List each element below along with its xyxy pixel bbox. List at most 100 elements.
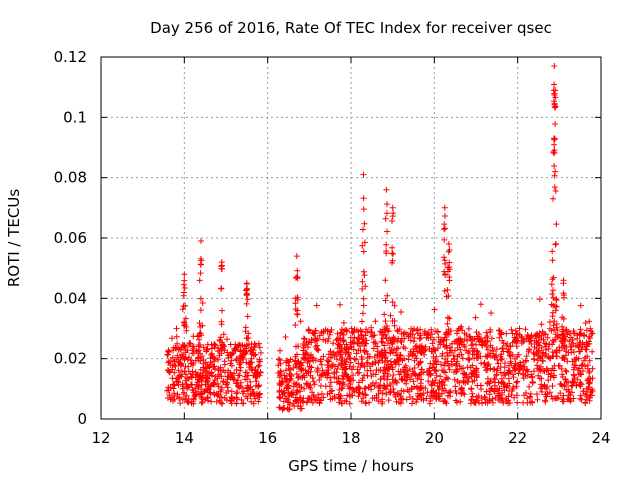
data-point <box>329 387 335 394</box>
data-point <box>377 387 384 394</box>
data-point <box>339 372 346 379</box>
data-point <box>549 309 556 316</box>
x-tick-label: 12 <box>91 429 110 447</box>
data-point <box>494 357 501 363</box>
data-point <box>372 339 379 346</box>
data-point <box>229 350 236 357</box>
data-point <box>304 344 311 351</box>
data-point <box>557 390 564 397</box>
data-point <box>384 292 391 299</box>
data-point <box>473 329 480 336</box>
data-point <box>432 357 439 364</box>
data-point <box>403 380 410 387</box>
data-point <box>197 350 204 357</box>
data-point <box>243 393 249 400</box>
data-point <box>335 378 342 385</box>
data-point <box>458 365 465 372</box>
data-point <box>301 385 308 392</box>
data-point <box>308 339 315 346</box>
data-point <box>475 336 482 343</box>
y-tick-label: 0.1 <box>63 108 87 126</box>
data-point <box>586 357 593 364</box>
data-point <box>558 381 564 388</box>
data-point <box>588 330 595 337</box>
data-point <box>396 371 403 378</box>
data-point <box>248 366 255 372</box>
data-point <box>552 87 559 94</box>
data-point <box>228 357 235 364</box>
data-point <box>420 390 427 397</box>
data-point <box>392 377 399 384</box>
data-point <box>309 329 316 336</box>
data-point <box>451 338 458 345</box>
data-point <box>509 330 516 337</box>
data-point <box>506 349 513 356</box>
data-point <box>451 376 458 383</box>
data-point <box>397 337 404 344</box>
data-point <box>257 349 264 356</box>
data-point <box>197 341 204 348</box>
data-point <box>319 371 326 378</box>
data-point <box>551 98 557 105</box>
data-point <box>360 310 366 317</box>
data-point <box>529 378 536 385</box>
data-point <box>241 343 248 350</box>
data-point <box>363 400 369 407</box>
data-point <box>550 135 557 142</box>
data-point <box>584 365 591 372</box>
data-point <box>382 367 389 374</box>
data-point <box>505 393 512 400</box>
data-point <box>487 328 494 335</box>
data-point <box>300 335 307 342</box>
data-point <box>445 362 452 369</box>
data-point <box>277 371 284 377</box>
data-point <box>484 333 491 340</box>
data-point <box>368 329 375 336</box>
data-point <box>498 380 505 387</box>
data-point <box>296 394 303 401</box>
data-point <box>181 322 188 329</box>
data-point <box>215 391 222 398</box>
data-point <box>389 364 396 371</box>
data-point <box>481 359 488 366</box>
data-point <box>251 392 258 399</box>
data-point <box>441 288 448 294</box>
data-point <box>410 378 417 385</box>
data-point <box>316 332 323 339</box>
data-point <box>313 302 320 309</box>
data-point <box>392 391 398 398</box>
data-point <box>247 391 254 398</box>
data-point <box>208 398 215 405</box>
data-point <box>383 391 390 398</box>
data-point <box>396 361 402 368</box>
data-point <box>529 373 536 380</box>
data-point <box>424 332 431 339</box>
data-point <box>389 204 396 211</box>
data-point <box>499 378 505 385</box>
data-point <box>210 379 217 386</box>
data-point <box>387 358 394 365</box>
data-point <box>197 323 204 330</box>
data-point <box>398 375 405 382</box>
data-point <box>473 374 480 381</box>
data-point <box>541 383 548 390</box>
data-point <box>491 375 498 382</box>
data-point <box>586 369 593 376</box>
data-point <box>239 354 246 361</box>
data-point <box>389 218 395 224</box>
data-point <box>177 373 184 380</box>
data-point <box>314 336 321 342</box>
data-point <box>275 362 282 369</box>
data-point <box>446 274 453 280</box>
data-point <box>393 398 400 405</box>
data-point <box>373 367 380 373</box>
data-point <box>252 342 259 349</box>
data-point <box>351 334 358 341</box>
data-point <box>283 367 289 374</box>
data-point <box>550 195 557 202</box>
data-point <box>359 362 366 369</box>
data-point <box>361 272 368 279</box>
data-point <box>337 393 344 400</box>
data-point <box>302 367 309 374</box>
data-point <box>317 382 324 389</box>
